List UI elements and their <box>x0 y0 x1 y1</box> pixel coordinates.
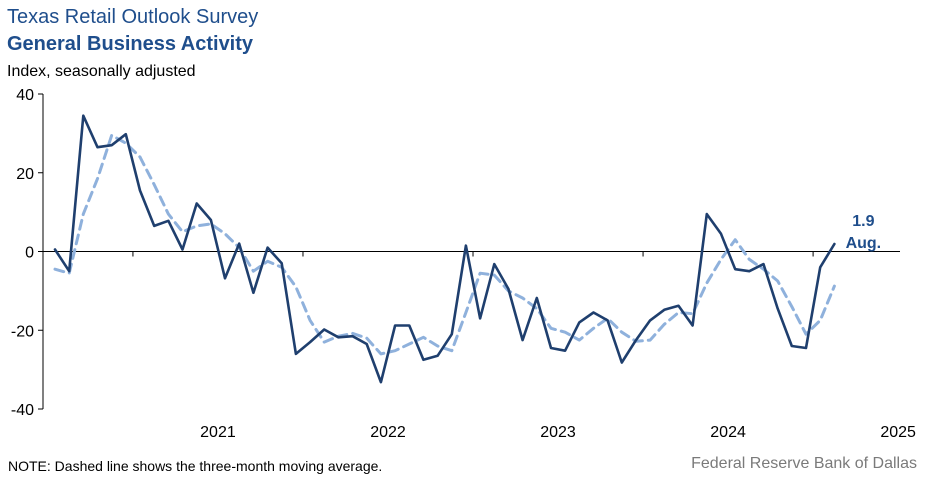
footnote: NOTE: Dashed line shows the three-month … <box>8 458 383 474</box>
moving-average-line <box>53 133 836 356</box>
source-label: Federal Reserve Bank of Dallas <box>691 455 917 472</box>
chart-title: Texas Retail Outlook Survey <box>7 6 259 28</box>
index-line <box>53 114 836 384</box>
x-tick-label: 2022 <box>370 424 406 441</box>
last-value-label: 1.9 <box>852 213 874 230</box>
x-tick-label: 2024 <box>710 424 746 441</box>
chart-series <box>53 114 836 384</box>
chart-labels: 1.9 Aug. <box>846 213 882 252</box>
last-month-label: Aug. <box>846 235 882 252</box>
chart-axes: 40 20 0 -20 -40 2021 2022 2023 2024 2025 <box>11 87 916 441</box>
y-axis-unit-label: Index, seasonally adjusted <box>7 63 196 80</box>
x-tick-label: 2025 <box>880 424 916 441</box>
y-tick-label: 0 <box>25 245 34 262</box>
y-tick-label: 20 <box>16 166 34 183</box>
chart-subtitle: General Business Activity <box>7 33 254 55</box>
y-tick-label: -20 <box>11 323 34 340</box>
x-tick-label: 2023 <box>540 424 576 441</box>
x-tick-label: 2021 <box>200 424 236 441</box>
y-tick-label: 40 <box>16 87 34 104</box>
y-tick-label: -40 <box>11 402 34 419</box>
